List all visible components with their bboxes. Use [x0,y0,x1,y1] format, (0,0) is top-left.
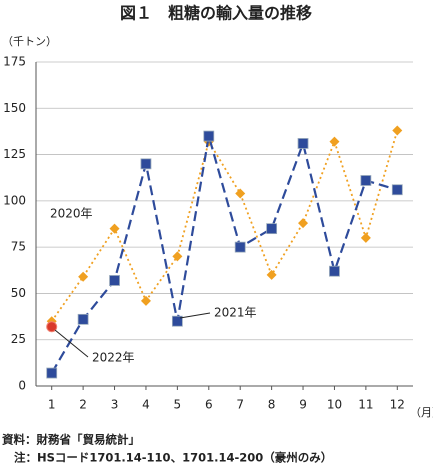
marker [78,271,89,282]
marker [360,232,371,243]
y-unit: （千トン） [2,35,57,48]
marker [171,315,183,327]
marker [235,188,246,199]
leader-line [54,329,89,358]
marker [203,130,215,142]
y-tick-label: 0 [18,379,26,393]
marker [297,138,309,149]
marker [391,184,403,196]
marker [329,136,340,147]
y-tick-label: 175 [3,55,26,69]
marker [46,367,58,379]
marker [329,265,340,277]
series-label: 2020年 [50,207,93,221]
y-tick-label: 50 [11,286,26,300]
marker [77,313,89,325]
marker [109,275,120,286]
marker [266,269,277,280]
x-tick-label: 9 [299,398,307,412]
source-note: 資料：財務省「貿易統計」 [2,433,140,447]
x-tick-label: 4 [142,398,150,412]
marker [172,251,183,262]
series-line [50,135,398,374]
series-label: 2022年 [92,351,135,365]
x-tick-label: 11 [358,398,373,412]
y-tick-label: 125 [3,147,26,161]
y-tick-label: 150 [3,101,26,115]
x-tick-label: 7 [236,398,244,412]
x-tick-label: 6 [205,398,213,412]
x-tick-label: 5 [174,398,182,412]
marker [140,158,152,170]
x-tick-label: 8 [268,398,276,412]
chart-title: 図１ 粗糖の輸入量の推移 [120,4,312,23]
y-tick-label: 25 [11,332,26,346]
leader-line [179,312,211,319]
marker [298,218,309,229]
marker [140,295,151,306]
x-tick-label: 10 [327,398,342,412]
x-tick-label: 2 [79,398,87,412]
marker [266,223,278,235]
note: 注：HSコード1701.14-110、1701.14-200（豪州のみ） [14,451,332,465]
y-tick-label: 100 [3,193,26,207]
marker [392,125,403,136]
x-tick-label: 3 [111,398,119,412]
x-tick-label: 1 [48,398,56,412]
series-line [50,130,399,322]
marker [360,175,372,186]
marker [46,321,58,333]
marker [109,223,120,234]
series-label: 2021年 [214,306,257,320]
y-tick-label: 75 [11,240,26,254]
x-unit: （月） [410,406,433,419]
marker [234,241,246,253]
x-tick-label: 12 [390,398,405,412]
